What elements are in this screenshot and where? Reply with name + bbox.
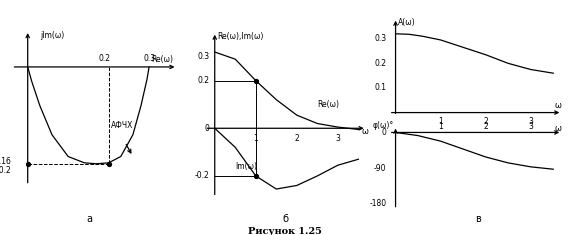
Text: 2: 2: [483, 122, 488, 131]
Text: Re(ω): Re(ω): [151, 55, 173, 64]
Text: 2: 2: [483, 117, 488, 126]
Text: в: в: [475, 214, 481, 224]
Text: 0.16: 0.16: [0, 157, 12, 166]
Text: АФЧХ: АФЧХ: [111, 121, 133, 129]
Text: 3: 3: [335, 134, 340, 143]
Text: а: а: [86, 214, 92, 224]
Text: -180: -180: [369, 199, 386, 208]
Text: 0.2: 0.2: [374, 59, 386, 68]
Text: φ(ω)°: φ(ω)°: [373, 121, 395, 130]
Text: -0.2: -0.2: [0, 166, 12, 175]
Text: -0.2: -0.2: [195, 171, 210, 180]
Text: ω: ω: [362, 127, 369, 136]
Text: 0: 0: [382, 128, 386, 137]
Text: 3: 3: [528, 117, 533, 126]
Text: 1: 1: [253, 134, 258, 143]
Text: 0.3: 0.3: [374, 34, 386, 43]
Text: 0.3: 0.3: [143, 54, 155, 63]
Text: 0.2: 0.2: [98, 54, 111, 63]
Text: Re(ω): Re(ω): [317, 100, 339, 109]
Text: 0.2: 0.2: [198, 76, 210, 85]
Text: 0.1: 0.1: [374, 83, 386, 92]
Text: ω: ω: [554, 101, 561, 110]
Text: 2: 2: [294, 134, 299, 143]
Text: Im(ω): Im(ω): [235, 162, 257, 171]
Text: 0.3: 0.3: [198, 52, 210, 61]
Text: ω: ω: [554, 124, 561, 133]
Text: 3: 3: [528, 122, 533, 131]
Text: 1: 1: [438, 117, 443, 126]
Text: Рисунок 1.25: Рисунок 1.25: [248, 227, 322, 235]
Text: A(ω): A(ω): [398, 18, 415, 27]
Text: 0: 0: [205, 124, 210, 133]
Text: б: б: [282, 214, 288, 224]
Text: jIm(ω): jIm(ω): [40, 31, 64, 40]
Text: -90: -90: [374, 164, 386, 172]
Text: Re(ω),Im(ω): Re(ω),Im(ω): [217, 32, 263, 41]
Text: 1: 1: [438, 122, 443, 131]
